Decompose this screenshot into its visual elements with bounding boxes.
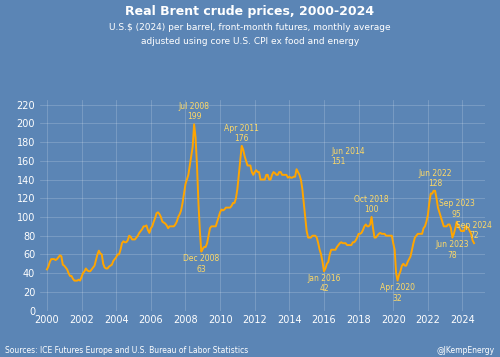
Text: Apr 2011
176: Apr 2011 176 [224,124,259,143]
Text: Jun 2014
151: Jun 2014 151 [331,147,365,166]
Text: Jun 2023
78: Jun 2023 78 [436,240,470,260]
Text: Sources: ICE Futures Europe and U.S. Bureau of Labor Statistics: Sources: ICE Futures Europe and U.S. Bur… [5,346,248,355]
Text: Dec 2008
63: Dec 2008 63 [184,255,220,274]
Text: adjusted using core U.S. CPI ex food and energy: adjusted using core U.S. CPI ex food and… [141,37,359,46]
Text: Apr 2020
32: Apr 2020 32 [380,283,415,303]
Text: Jan 2016
42: Jan 2016 42 [307,274,340,293]
Text: Jun 2022
128: Jun 2022 128 [418,169,452,188]
Text: Real Brent crude prices, 2000-2024: Real Brent crude prices, 2000-2024 [126,5,374,18]
Text: Sep 2023
95: Sep 2023 95 [439,200,474,219]
Text: Oct 2018
100: Oct 2018 100 [354,195,389,214]
Text: Jul 2008
199: Jul 2008 199 [178,102,210,121]
Text: U.S.$ (2024) per barrel, front-month futures, monthly average: U.S.$ (2024) per barrel, front-month fut… [109,23,391,32]
Text: Sep 2024
72: Sep 2024 72 [456,221,492,240]
Text: @JKempEnergy: @JKempEnergy [437,346,495,355]
